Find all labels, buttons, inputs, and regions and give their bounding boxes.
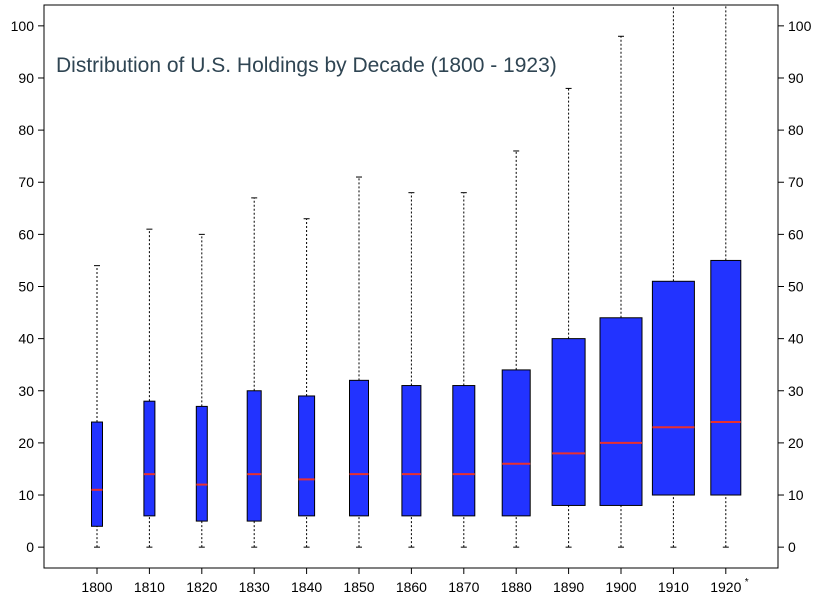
box-body <box>143 400 156 517</box>
x-tick-label: 1820 <box>186 579 217 595</box>
x-tick-label: 1840 <box>291 579 322 595</box>
y-tick-label-right: 0 <box>788 539 796 555</box>
x-tick-label: 1880 <box>501 579 532 595</box>
box-1880 <box>501 150 531 548</box>
box-body <box>599 317 643 506</box>
box-body <box>349 379 369 517</box>
y-tick-label-left: 30 <box>18 383 34 399</box>
x-tick-label: 1870 <box>448 579 479 595</box>
y-tick-label-right: 100 <box>788 18 812 34</box>
x-tick-label: 1860 <box>396 579 427 595</box>
y-tick-label-right: 60 <box>788 226 804 242</box>
y-tick-label-left: 50 <box>18 279 34 295</box>
box-body <box>651 280 695 496</box>
box-1810 <box>143 228 156 548</box>
box-body <box>551 338 586 506</box>
x-tick-label: 1810 <box>134 579 165 595</box>
x-tick-label: 1890 <box>553 579 584 595</box>
y-tick-label-left: 90 <box>18 70 34 86</box>
y-tick-label-right: 10 <box>788 487 804 503</box>
box-body <box>401 385 422 517</box>
box-body <box>710 259 742 496</box>
x-tick-label: 1830 <box>239 579 270 595</box>
y-tick-label-left: 80 <box>18 122 34 138</box>
box-1830 <box>246 197 262 548</box>
x-tick-label: 1850 <box>343 579 374 595</box>
box-1890 <box>551 87 586 548</box>
y-tick-label-left: 0 <box>26 539 34 555</box>
box-1800 <box>91 265 103 548</box>
y-axis-left: 0 10 20 30 40 50 60 70 80 90 100 <box>11 18 44 555</box>
x-tick-label: 1900 <box>605 579 636 595</box>
y-tick-label-right: 20 <box>788 435 804 451</box>
y-tick-label-left: 40 <box>18 331 34 347</box>
box-1920 <box>710 5 742 548</box>
box-body <box>195 405 208 522</box>
boxes-layer <box>91 5 742 548</box>
box-body <box>452 385 476 517</box>
box-body <box>298 395 316 517</box>
y-tick-label-left: 60 <box>18 226 34 242</box>
box-1820 <box>195 233 208 548</box>
y-tick-label-right: 70 <box>788 174 804 190</box>
box-1860 <box>401 192 422 548</box>
box-1900 <box>599 35 643 548</box>
chart-title: Distribution of U.S. Holdings by Decade … <box>56 54 557 77</box>
y-tick-label-left: 70 <box>18 174 34 190</box>
x-axis: 1800 1810 1820 1830 1840 1850 1860 1870 1880 1890… <box>81 568 749 595</box>
box-body <box>246 390 262 522</box>
y-tick-label-right: 40 <box>788 331 804 347</box>
x-tick-label: 1800 <box>81 579 112 595</box>
box-1870 <box>452 192 476 548</box>
box-1910 <box>651 5 695 548</box>
x-tick-label: 1920 <box>710 579 741 595</box>
y-tick-label-left: 10 <box>18 487 34 503</box>
x-tick-label: 1910 <box>658 579 689 595</box>
y-tick-label-right: 30 <box>788 383 804 399</box>
box-1850 <box>349 176 369 548</box>
box-1840 <box>298 218 316 548</box>
y-tick-label-left: 100 <box>11 18 35 34</box>
y-tick-label-right: 50 <box>788 279 804 295</box>
y-tick-label-right: 80 <box>788 122 804 138</box>
box-body <box>91 421 103 527</box>
y-tick-label-right: 90 <box>788 70 804 86</box>
box-body <box>501 369 531 517</box>
y-tick-label-left: 20 <box>18 435 34 451</box>
x-tick-footnote-mark: * <box>745 577 749 588</box>
y-axis-right: 0 10 20 30 40 50 60 70 80 90 100 <box>778 18 812 555</box>
